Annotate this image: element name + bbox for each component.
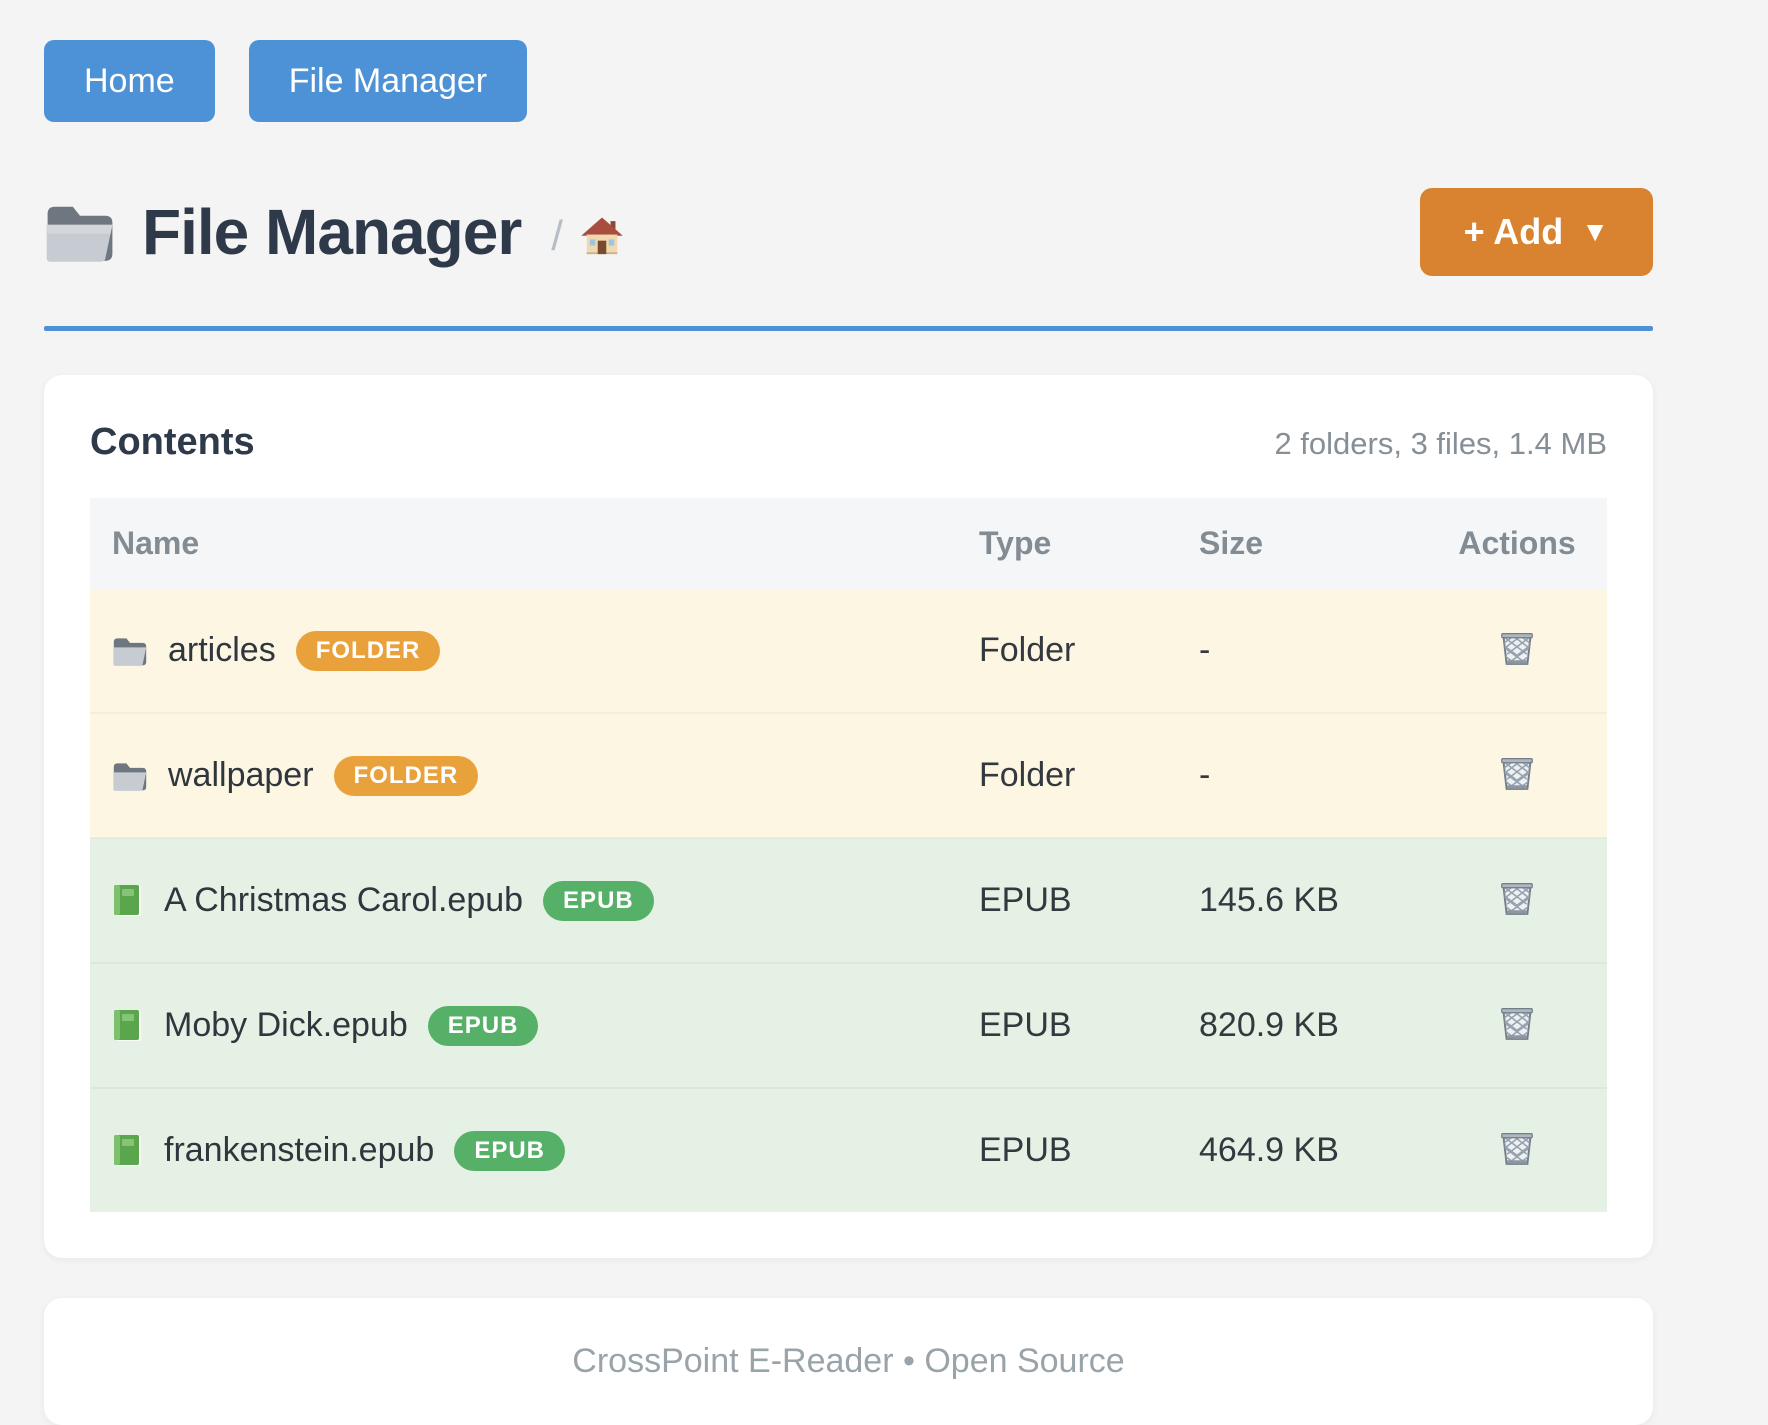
delete-button[interactable] xyxy=(1491,1122,1543,1174)
book-icon xyxy=(112,883,144,919)
column-header-name: Name xyxy=(90,498,957,589)
trash-icon xyxy=(1495,1001,1539,1045)
table-row: articles FOLDER Folder - xyxy=(90,589,1607,713)
page-header: File Manager / + Add ▼ xyxy=(44,188,1653,276)
delete-button[interactable] xyxy=(1491,747,1543,799)
nav-file-manager-button[interactable]: File Manager xyxy=(248,40,528,122)
footer: CrossPoint E-Reader • Open Source xyxy=(44,1298,1653,1425)
file-type-cell: Folder xyxy=(979,631,1076,669)
contents-card: Contents 2 folders, 3 files, 1.4 MB Name… xyxy=(44,375,1653,1258)
file-table-body: articles FOLDER Folder - xyxy=(90,589,1607,1212)
contents-title: Contents xyxy=(90,421,255,463)
table-row: frankenstein.epub EPUB EPUB 464.9 KB xyxy=(90,1088,1607,1212)
file-type-cell: EPUB xyxy=(957,838,1177,963)
top-nav: Home File Manager xyxy=(44,0,1653,122)
title-group: File Manager / xyxy=(44,195,625,269)
nav-home-button[interactable]: Home xyxy=(44,40,215,122)
file-name-link[interactable]: A Christmas Carol.epub xyxy=(164,881,524,919)
folder-icon xyxy=(112,635,148,667)
trash-icon xyxy=(1495,1126,1539,1170)
column-header-actions: Actions xyxy=(1427,498,1607,589)
footer-text: CrossPoint E-Reader • Open Source xyxy=(572,1342,1125,1380)
page-title: File Manager xyxy=(142,196,522,268)
folder-icon xyxy=(44,201,116,263)
file-size-cell: 464.9 KB xyxy=(1177,1088,1427,1212)
file-name-link[interactable]: articles xyxy=(168,631,276,669)
file-size-cell: - xyxy=(1199,631,1211,669)
add-button[interactable]: + Add ▼ xyxy=(1419,188,1653,276)
file-type-badge: EPUB xyxy=(543,880,654,921)
table-header-row: Name Type Size Actions xyxy=(90,498,1607,589)
file-type-badge: FOLDER xyxy=(295,630,441,671)
file-type-badge: FOLDER xyxy=(333,755,479,796)
add-button-label: + Add xyxy=(1463,211,1564,252)
trash-icon xyxy=(1495,751,1539,795)
file-name-link[interactable]: frankenstein.epub xyxy=(164,1131,435,1169)
file-size-cell: 145.6 KB xyxy=(1177,838,1427,963)
file-type-cell: Folder xyxy=(957,713,1177,838)
delete-button[interactable] xyxy=(1491,872,1543,924)
page: Home File Manager File Manager / xyxy=(44,0,1653,1425)
table-row: Moby Dick.epub EPUB EPUB 820.9 KB xyxy=(90,963,1607,1088)
file-name-link[interactable]: wallpaper xyxy=(168,756,314,794)
home-icon[interactable] xyxy=(579,215,625,259)
book-icon xyxy=(112,1008,144,1044)
chevron-down-icon: ▼ xyxy=(1581,216,1609,247)
file-name-link[interactable]: Moby Dick.epub xyxy=(164,1006,408,1044)
file-type-badge: EPUB xyxy=(454,1130,565,1171)
file-size-cell: - xyxy=(1177,713,1427,838)
table-row: A Christmas Carol.epub EPUB EPUB 145.6 K… xyxy=(90,838,1607,963)
folder-icon xyxy=(112,760,148,792)
trash-icon xyxy=(1495,876,1539,920)
column-header-type: Type xyxy=(957,498,1177,589)
contents-header: Contents 2 folders, 3 files, 1.4 MB xyxy=(90,421,1607,464)
delete-button[interactable] xyxy=(1491,997,1543,1049)
book-icon xyxy=(112,1133,144,1169)
column-header-size: Size xyxy=(1177,498,1427,589)
delete-button[interactable] xyxy=(1491,622,1543,674)
file-type-cell: EPUB xyxy=(957,1088,1177,1212)
file-size-cell: 820.9 KB xyxy=(1177,963,1427,1088)
table-row: wallpaper FOLDER Folder - xyxy=(90,713,1607,838)
trash-icon xyxy=(1495,626,1539,670)
file-type-badge: EPUB xyxy=(427,1005,539,1046)
title-divider xyxy=(44,326,1653,331)
file-table: Name Type Size Actions xyxy=(90,498,1607,1212)
contents-summary: 2 folders, 3 files, 1.4 MB xyxy=(1274,426,1607,461)
breadcrumb-separator: / xyxy=(551,212,563,259)
file-type-cell: EPUB xyxy=(957,963,1177,1088)
